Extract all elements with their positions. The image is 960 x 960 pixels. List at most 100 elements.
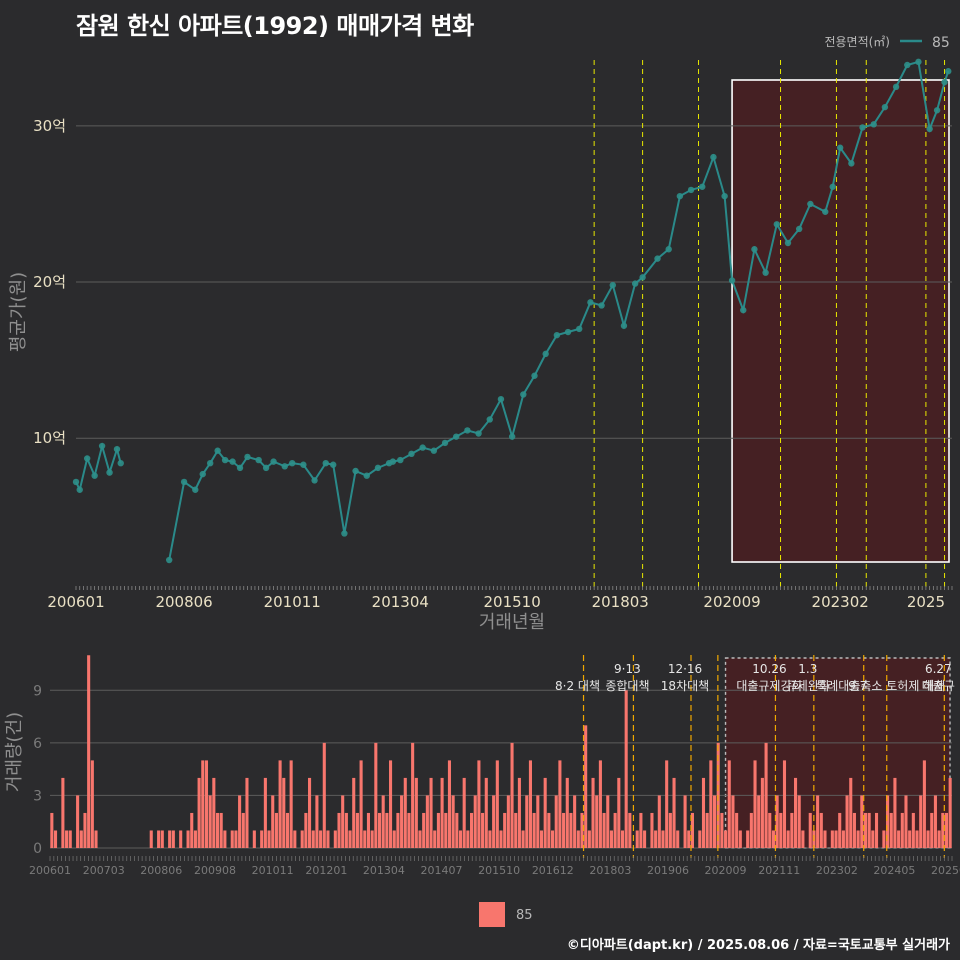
volume-bar <box>779 812 783 848</box>
volume-bar <box>823 830 827 848</box>
y-tick-label: 20억 <box>33 273 66 291</box>
volume-x-tick-label: 201201 <box>305 864 347 877</box>
volume-y-tick-label: 9 <box>33 683 42 699</box>
volume-x-tick-label: 201510 <box>478 864 520 877</box>
event-label-name: 특례대출축소 토허제 해제 <box>816 679 945 693</box>
price-point <box>475 430 482 437</box>
price-point <box>609 281 616 289</box>
volume-bar <box>841 830 845 848</box>
volume-y-tick-label: 6 <box>33 736 42 752</box>
volume-bar <box>676 830 680 848</box>
credit-text: ©디아파트(dapt.kr) / 2025.08.06 / 자료=국토교통부 실… <box>566 938 950 953</box>
volume-bar <box>926 830 930 848</box>
price-point <box>728 277 736 284</box>
price-point <box>795 225 803 233</box>
volume-bar <box>635 830 639 848</box>
volume-x-tick-label: 201906 <box>647 864 689 877</box>
x-tick-label: 201803 <box>592 593 649 611</box>
volume-bar <box>731 795 735 848</box>
volume-bar <box>539 830 544 848</box>
volume-bar <box>562 812 566 848</box>
volume-bar <box>735 812 739 848</box>
volume-bar <box>705 812 709 848</box>
price-point <box>631 280 639 287</box>
volume-bar <box>414 777 418 848</box>
event-label-name: 종합대책 <box>605 678 649 693</box>
volume-bar <box>333 830 337 848</box>
volume-bar <box>613 812 617 848</box>
price-point <box>419 444 426 451</box>
volume-bar <box>532 812 536 848</box>
volume-bar <box>617 777 621 848</box>
price-point <box>322 459 329 467</box>
volume-bar <box>874 812 879 848</box>
volume-bar <box>466 830 470 848</box>
volume-bar <box>760 777 764 848</box>
volume-bar <box>304 812 308 848</box>
volume-bar <box>433 830 437 848</box>
volume-bar <box>528 760 532 848</box>
price-point <box>807 200 814 208</box>
volume-bar <box>311 830 315 848</box>
volume-bar <box>886 795 890 848</box>
volume-bar <box>510 742 514 848</box>
volume-bar <box>53 830 58 848</box>
volume-x-tick-label: 202302 <box>816 864 858 877</box>
price-point <box>564 328 572 336</box>
price-point <box>676 192 684 200</box>
volume-bar <box>193 830 197 848</box>
bottom-legend: 85 <box>479 902 533 927</box>
volume-bar <box>223 830 227 848</box>
volume-bar <box>661 830 665 848</box>
price-point <box>281 463 288 470</box>
volume-y-tick-label: 3 <box>33 788 42 804</box>
volume-bar <box>204 760 209 848</box>
volume-bar <box>900 812 904 848</box>
y-axis-title: 평균가(원) <box>8 272 29 352</box>
volume-bar <box>893 777 897 848</box>
volume-bar <box>668 812 672 848</box>
volume-bar <box>282 777 286 848</box>
volume-x-tick-label: 200703 <box>83 864 125 877</box>
volume-bar <box>230 830 234 848</box>
volume-bar <box>620 830 625 848</box>
volume-bar <box>440 777 444 848</box>
price-point <box>76 486 83 493</box>
volume-bar <box>274 812 278 848</box>
volume-bar <box>565 777 569 848</box>
volume-x-tick-label: 201612 <box>532 864 574 877</box>
volume-bar <box>665 760 669 848</box>
volume-bar <box>819 812 823 848</box>
event-label-name: 9.7 <box>848 679 867 693</box>
volume-bar <box>904 795 908 848</box>
event-label-date: 1.3 <box>798 662 817 676</box>
volume-bar <box>87 655 91 848</box>
volume-bar <box>462 777 466 848</box>
event-label-name: 18차대책 <box>661 678 709 693</box>
volume-bar <box>650 812 654 848</box>
volume-bar <box>749 812 753 848</box>
price-point <box>904 61 911 69</box>
volume-bar <box>860 795 864 848</box>
volume-bar <box>458 830 463 848</box>
price-point <box>430 447 438 454</box>
price-point <box>244 453 251 461</box>
event-label-date: 12·16 <box>668 662 702 676</box>
x-tick-label: 202009 <box>703 593 760 611</box>
volume-x-tick-label: 201803 <box>589 864 631 877</box>
volume-bar <box>753 760 757 848</box>
x-tick-label: 200806 <box>155 593 212 611</box>
price-point <box>192 486 199 493</box>
volume-bar <box>856 830 860 848</box>
price-point <box>848 160 855 167</box>
price-point <box>721 192 728 200</box>
price-point <box>311 477 318 484</box>
volume-bar <box>908 830 912 848</box>
price-point <box>699 183 706 190</box>
volume-bar <box>341 795 345 848</box>
volume-bar <box>319 830 323 848</box>
page-title: 잠원 한신 아파트(1992) 매매가격 변화 <box>76 12 474 40</box>
volume-bar <box>263 777 267 848</box>
price-point <box>389 458 397 465</box>
volume-bar <box>149 830 153 848</box>
